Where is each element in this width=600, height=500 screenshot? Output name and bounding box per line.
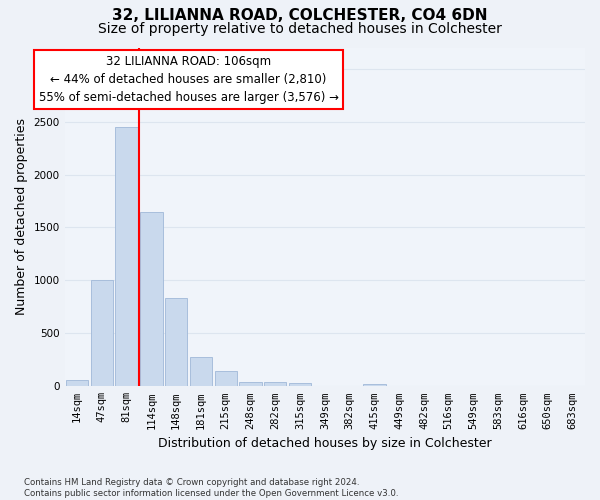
Bar <box>363 384 386 386</box>
Bar <box>264 382 286 386</box>
Text: Contains HM Land Registry data © Crown copyright and database right 2024.
Contai: Contains HM Land Registry data © Crown c… <box>24 478 398 498</box>
Bar <box>215 371 237 386</box>
Bar <box>289 382 311 386</box>
Bar <box>190 356 212 386</box>
X-axis label: Distribution of detached houses by size in Colchester: Distribution of detached houses by size … <box>158 437 491 450</box>
Text: 32 LILIANNA ROAD: 106sqm
← 44% of detached houses are smaller (2,810)
55% of sem: 32 LILIANNA ROAD: 106sqm ← 44% of detach… <box>38 55 338 104</box>
Bar <box>140 212 163 386</box>
Text: 32, LILIANNA ROAD, COLCHESTER, CO4 6DN: 32, LILIANNA ROAD, COLCHESTER, CO4 6DN <box>112 8 488 22</box>
Bar <box>91 280 113 386</box>
Bar <box>66 380 88 386</box>
Bar <box>115 127 138 386</box>
Bar <box>165 298 187 386</box>
Text: Size of property relative to detached houses in Colchester: Size of property relative to detached ho… <box>98 22 502 36</box>
Bar <box>239 382 262 386</box>
Y-axis label: Number of detached properties: Number of detached properties <box>15 118 28 316</box>
